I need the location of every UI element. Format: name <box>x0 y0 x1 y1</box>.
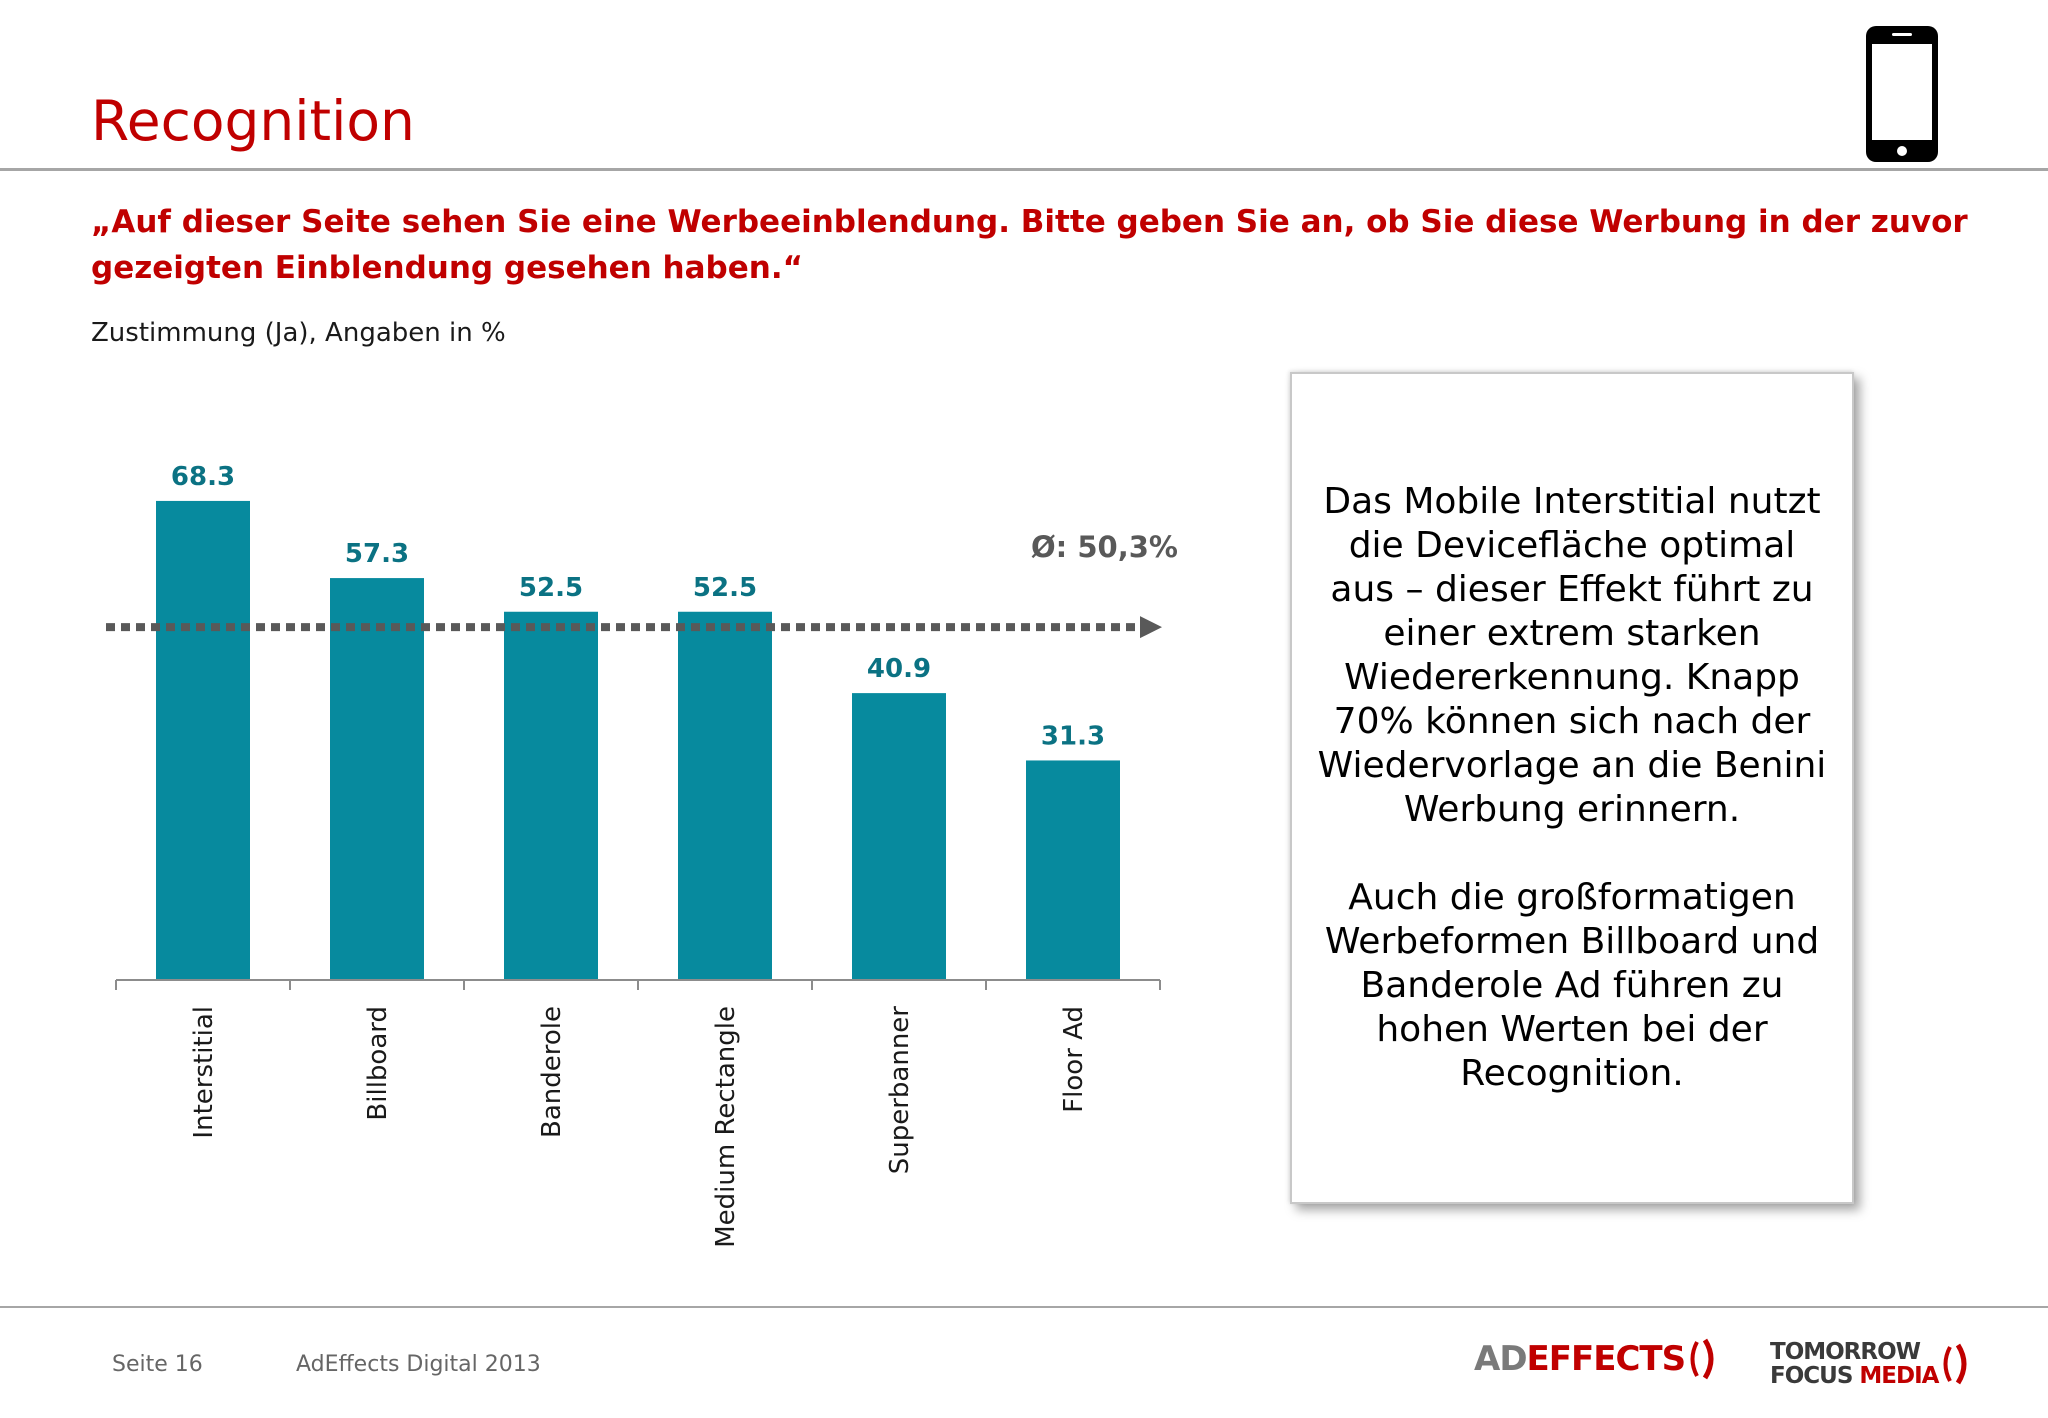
bar-medium-rectangle <box>678 611 772 980</box>
value-label: 68.3 <box>171 462 235 492</box>
smartphone-icon <box>1866 26 1938 162</box>
bar-interstitial <box>156 500 250 980</box>
category-label: Superbanner <box>885 1006 915 1175</box>
footer-divider <box>0 1306 2048 1308</box>
average-group: Ø: 50,3% <box>106 530 1178 639</box>
parenthesis-mark-icon <box>1943 1343 1967 1385</box>
survey-question: „Auf dieser Seite sehen Sie eine Werbeei… <box>91 204 1968 286</box>
category-label: Floor Ad <box>1059 1006 1089 1113</box>
page-title: Recognition <box>91 89 415 153</box>
bar-chart: 68.3 57.3 52.5 52.5 40.9 31.3 Ø: 50,3% Inters… <box>106 462 1178 1248</box>
value-label: 52.5 <box>519 573 583 603</box>
callout-paragraph-2: Auch die großformatigen Werbeformen Bill… <box>1324 877 1820 1094</box>
adeffects-logo: AD EFFECTS <box>1474 1336 1719 1382</box>
header-divider <box>0 168 2048 171</box>
value-label: 57.3 <box>345 539 409 569</box>
callout-paragraph-1: Das Mobile Interstitial nutzt die Device… <box>1317 481 1827 830</box>
study-name: AdEffects Digital 2013 <box>296 1352 541 1377</box>
category-label: Interstitial <box>189 1006 219 1139</box>
parenthesis-mark-icon <box>1690 1338 1714 1380</box>
page-number: Seite 16 <box>112 1352 203 1377</box>
insight-callout: Das Mobile Interstitial nutzt die Device… <box>1290 372 1854 1204</box>
chart-subtitle: Zustimmung (Ja), Angaben in % <box>91 318 506 348</box>
bar-banderole <box>504 611 598 980</box>
tomorrow-focus-media-logo: TOMORROW FOCUS MEDIA <box>1770 1340 1972 1388</box>
category-label: Banderole <box>537 1006 567 1138</box>
category-label: Medium Rectangle <box>711 1006 741 1248</box>
bar-superbanner <box>852 693 946 980</box>
x-axis: Interstitial Billboard Banderole Medium Rec… <box>115 979 1161 1248</box>
average-label: Ø: 50,3% <box>1031 530 1178 564</box>
value-label: 31.3 <box>1041 721 1105 751</box>
bar-floor-ad <box>1026 760 1120 980</box>
average-arrow-icon <box>1140 616 1162 639</box>
value-label: 52.5 <box>693 573 757 603</box>
category-label: Billboard <box>363 1006 393 1121</box>
bar-billboard <box>330 578 424 980</box>
value-label: 40.9 <box>867 654 931 684</box>
bar-group: 68.3 57.3 52.5 52.5 40.9 31.3 <box>156 462 1120 980</box>
